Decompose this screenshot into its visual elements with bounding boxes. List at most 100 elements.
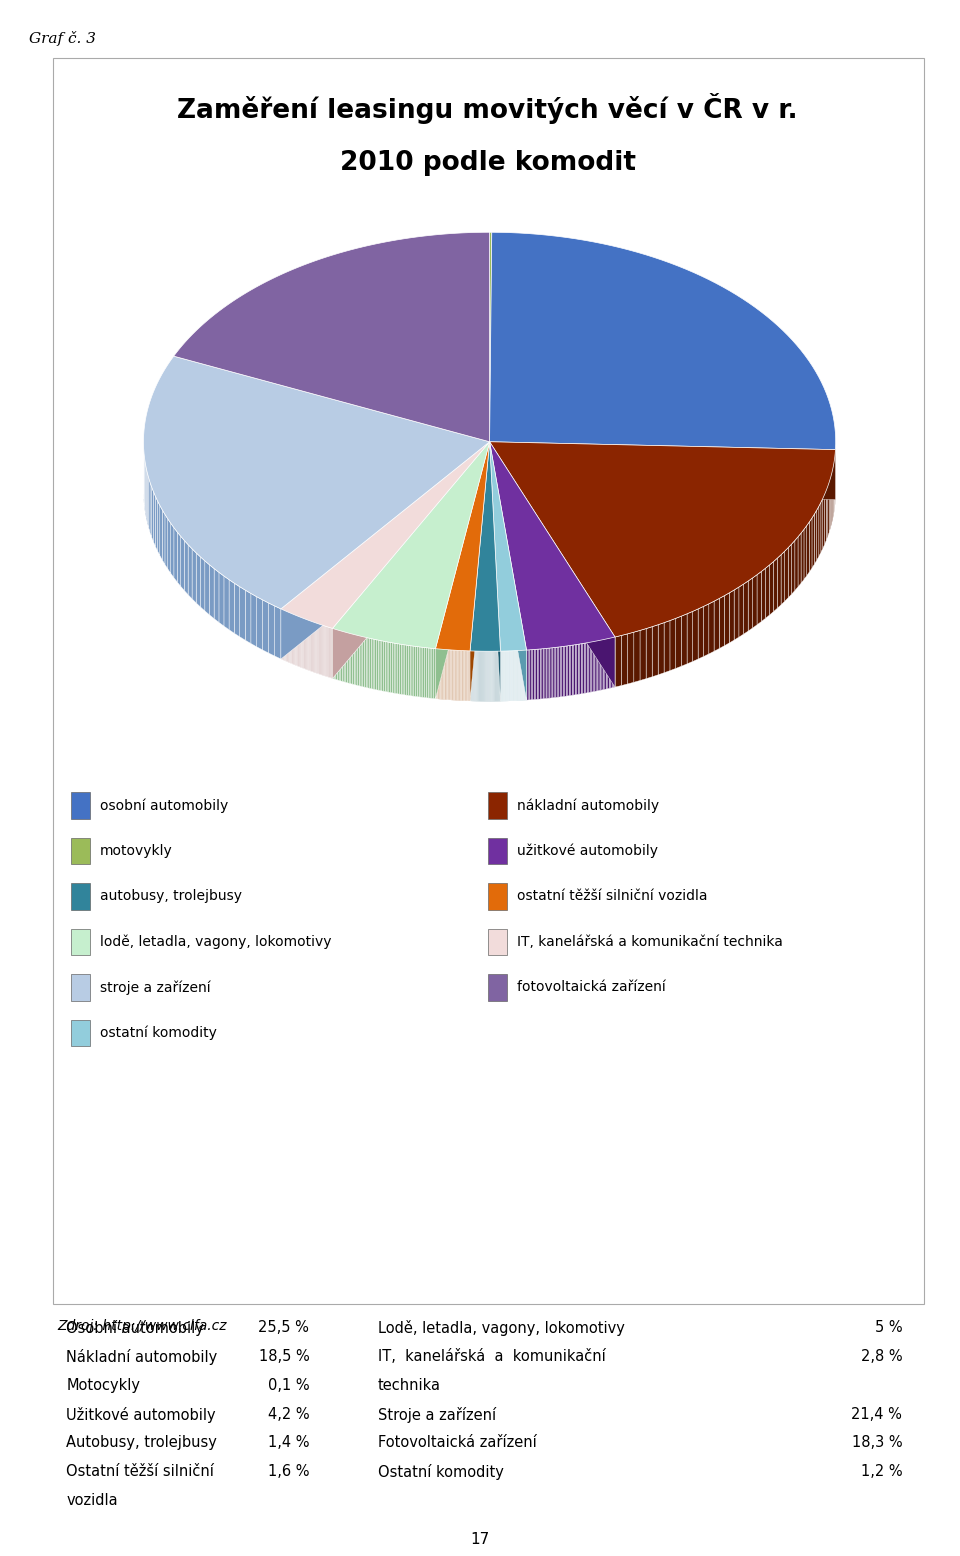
Polygon shape [332,442,490,678]
Polygon shape [765,565,770,618]
Polygon shape [281,442,490,629]
Polygon shape [352,635,354,685]
Polygon shape [812,513,814,568]
Polygon shape [825,490,827,545]
Polygon shape [256,596,262,650]
Polygon shape [704,604,708,657]
Polygon shape [795,537,798,591]
Polygon shape [806,521,809,576]
Polygon shape [490,442,526,700]
Polygon shape [730,590,734,643]
Polygon shape [180,537,184,591]
Polygon shape [432,649,434,699]
Polygon shape [240,587,245,640]
Polygon shape [821,498,823,552]
Polygon shape [572,646,574,696]
Polygon shape [590,643,591,692]
Polygon shape [530,650,531,700]
Polygon shape [801,529,804,584]
Polygon shape [612,638,613,688]
Polygon shape [229,580,234,633]
Polygon shape [608,638,610,689]
Polygon shape [334,629,336,680]
Polygon shape [436,442,490,699]
Polygon shape [370,638,372,689]
Polygon shape [281,442,490,660]
Polygon shape [545,649,546,699]
Polygon shape [539,649,540,699]
Polygon shape [792,540,795,594]
Polygon shape [368,638,370,688]
Polygon shape [396,644,397,694]
Polygon shape [734,587,739,640]
Polygon shape [245,590,251,644]
Text: vozidla: vozidla [66,1492,118,1508]
Polygon shape [416,646,418,697]
Polygon shape [804,526,806,579]
Polygon shape [621,633,628,686]
Polygon shape [393,643,395,694]
Polygon shape [387,641,389,692]
Polygon shape [574,644,575,696]
Polygon shape [562,646,564,697]
Text: 17: 17 [470,1531,490,1547]
Polygon shape [470,442,490,702]
FancyBboxPatch shape [71,884,89,910]
Polygon shape [365,636,366,688]
FancyBboxPatch shape [71,1019,89,1046]
Text: stroje a zařízení: stroje a zařízení [100,980,210,994]
Polygon shape [724,593,730,646]
Polygon shape [597,641,599,691]
Polygon shape [149,478,150,532]
Polygon shape [490,442,835,499]
Polygon shape [147,473,149,527]
Polygon shape [407,646,408,696]
Polygon shape [490,442,615,688]
Polygon shape [557,647,559,697]
Text: ostatní těžší silniční vozidla: ostatní těžší silniční vozidla [517,890,708,904]
Text: osobní automobily: osobní automobily [100,798,228,812]
Polygon shape [583,643,585,694]
Polygon shape [251,593,256,647]
Text: Motocykly: Motocykly [66,1377,140,1393]
FancyBboxPatch shape [488,884,507,910]
Polygon shape [827,487,828,540]
Polygon shape [753,574,757,629]
Polygon shape [784,548,788,601]
Polygon shape [410,646,412,696]
Polygon shape [577,644,578,694]
Polygon shape [143,356,490,608]
Polygon shape [354,635,356,685]
Polygon shape [553,647,554,697]
Polygon shape [556,647,557,697]
Polygon shape [366,638,368,688]
Polygon shape [414,646,416,697]
Text: 2,8 %: 2,8 % [861,1349,902,1365]
Polygon shape [168,518,171,573]
Polygon shape [378,640,380,691]
Polygon shape [596,641,597,691]
Polygon shape [546,649,548,699]
Text: Autobusy, trolejbusy: Autobusy, trolejbusy [66,1435,217,1450]
Polygon shape [566,646,567,696]
Text: 5 %: 5 % [875,1319,902,1335]
Polygon shape [739,584,744,636]
Polygon shape [385,641,387,692]
Polygon shape [831,470,832,524]
Polygon shape [361,636,363,686]
Polygon shape [593,641,594,692]
Polygon shape [214,568,219,622]
Polygon shape [778,555,781,608]
Polygon shape [332,442,490,678]
Polygon shape [376,640,378,691]
Polygon shape [192,549,196,602]
Polygon shape [178,532,180,587]
Text: 4,2 %: 4,2 % [268,1407,309,1422]
Polygon shape [490,442,500,702]
Polygon shape [424,647,426,697]
Polygon shape [533,649,534,700]
Polygon shape [748,577,753,632]
Text: Užitkové automobily: Užitkové automobily [66,1407,216,1422]
Polygon shape [389,643,391,692]
Polygon shape [339,630,341,682]
